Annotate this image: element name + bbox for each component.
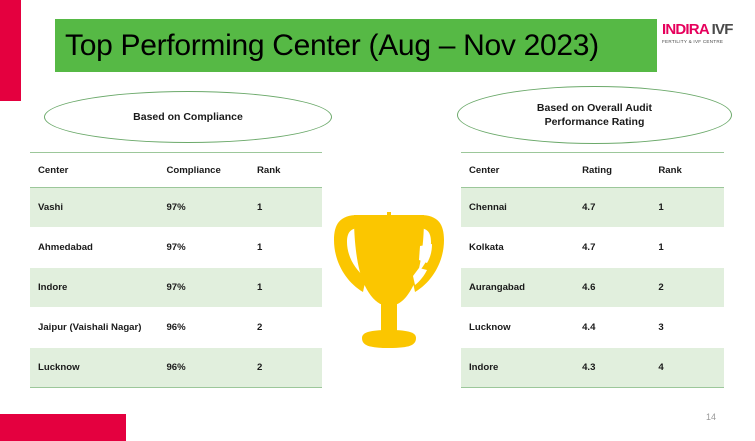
cell-rating: 4.7 bbox=[574, 227, 651, 268]
cell-rating: 4.6 bbox=[574, 267, 651, 308]
cell-rank: 4 bbox=[650, 347, 724, 388]
cell-rank: 2 bbox=[248, 347, 322, 388]
table-row: Jaipur (Vaishali Nagar) 96% 2 bbox=[30, 307, 322, 348]
cell-rank: 1 bbox=[650, 187, 724, 228]
cell-rating: 4.4 bbox=[574, 307, 651, 348]
cell-center: Ahmedabad bbox=[30, 227, 159, 268]
table-row: Ahmedabad 97% 1 bbox=[30, 227, 322, 268]
logo-ivf-text: IVF bbox=[708, 21, 734, 38]
cell-center: Indore bbox=[461, 347, 575, 388]
callout-label-audit-rating: Based on Overall Audit Performance Ratin… bbox=[537, 101, 652, 129]
table-header-row: Center Rating Rank bbox=[461, 152, 724, 188]
cell-center: Aurangabad bbox=[461, 267, 575, 308]
cell-rating: 4.3 bbox=[574, 347, 651, 388]
column-header-rank: Rank bbox=[650, 152, 724, 188]
table-row: Chennai 4.7 1 bbox=[461, 187, 724, 228]
table-row: Indore 4.3 4 bbox=[461, 347, 724, 388]
cell-compliance: 97% bbox=[158, 227, 249, 268]
table-row: Indore 97% 1 bbox=[30, 267, 322, 308]
callout-label-audit-rating-line2: Performance Rating bbox=[544, 116, 645, 128]
column-header-center: Center bbox=[30, 152, 159, 188]
page-number: 14 bbox=[706, 412, 717, 422]
table-row: Kolkata 4.7 1 bbox=[461, 227, 724, 268]
cell-compliance: 97% bbox=[158, 267, 249, 308]
cell-rank: 1 bbox=[650, 227, 724, 268]
callout-label-audit-rating-line1: Based on Overall Audit bbox=[536, 101, 653, 114]
cell-center: Chennai bbox=[461, 187, 575, 228]
trophy-icon bbox=[328, 200, 450, 365]
table-row: Lucknow 4.4 3 bbox=[461, 307, 724, 348]
cell-rank: 1 bbox=[248, 187, 322, 228]
cell-rank: 2 bbox=[650, 267, 724, 308]
cell-compliance: 97% bbox=[158, 187, 249, 228]
column-header-rating: Rating bbox=[574, 152, 651, 188]
column-header-center: Center bbox=[461, 152, 575, 188]
cell-center: Kolkata bbox=[461, 227, 575, 268]
logo-tagline: FERTILITY & IVF CENTRE bbox=[662, 39, 724, 44]
audit-rating-table-wrap: Center Rating Rank Chennai 4.7 1 Kolkata… bbox=[461, 152, 724, 388]
accent-bar-bottom-left bbox=[0, 414, 126, 441]
cell-rating: 4.7 bbox=[574, 187, 651, 228]
callout-ellipse-compliance: Based on Compliance bbox=[44, 91, 332, 143]
page-title: Top Performing Center (Aug – Nov 2023) bbox=[65, 28, 599, 62]
callout-ellipse-audit-rating: Based on Overall Audit Performance Ratin… bbox=[457, 86, 732, 144]
cell-center: Vashi bbox=[30, 187, 159, 228]
table-header-row: Center Compliance Rank bbox=[30, 152, 322, 188]
logo-indira-text: INDIRA bbox=[662, 21, 709, 38]
cell-compliance: 96% bbox=[158, 347, 249, 388]
cell-center: Jaipur (Vaishali Nagar) bbox=[30, 307, 159, 348]
table-row: Lucknow 96% 2 bbox=[30, 347, 322, 388]
column-header-rank: Rank bbox=[248, 152, 322, 188]
cell-rank: 1 bbox=[248, 227, 322, 268]
brand-logo: INDIRA IVF FERTILITY & IVF CENTRE bbox=[662, 22, 752, 44]
title-band: Top Performing Center (Aug – Nov 2023) bbox=[55, 19, 657, 72]
cell-rank: 3 bbox=[650, 307, 724, 348]
compliance-table: Center Compliance Rank Vashi 97% 1 Ahmed… bbox=[30, 152, 322, 388]
column-header-compliance: Compliance bbox=[158, 152, 249, 188]
callout-label-compliance: Based on Compliance bbox=[133, 110, 243, 123]
cell-compliance: 96% bbox=[158, 307, 249, 348]
table-row: Vashi 97% 1 bbox=[30, 187, 322, 228]
compliance-table-wrap: Center Compliance Rank Vashi 97% 1 Ahmed… bbox=[30, 152, 322, 388]
audit-rating-table: Center Rating Rank Chennai 4.7 1 Kolkata… bbox=[461, 152, 724, 388]
cell-rank: 1 bbox=[248, 267, 322, 308]
cell-center: Lucknow bbox=[30, 347, 159, 388]
cell-center: Indore bbox=[30, 267, 159, 308]
accent-bar-top-left bbox=[0, 0, 21, 101]
cell-center: Lucknow bbox=[461, 307, 575, 348]
logo-wordmark: INDIRA IVF bbox=[662, 22, 752, 37]
table-row: Aurangabad 4.6 2 bbox=[461, 267, 724, 308]
cell-rank: 2 bbox=[248, 307, 322, 348]
